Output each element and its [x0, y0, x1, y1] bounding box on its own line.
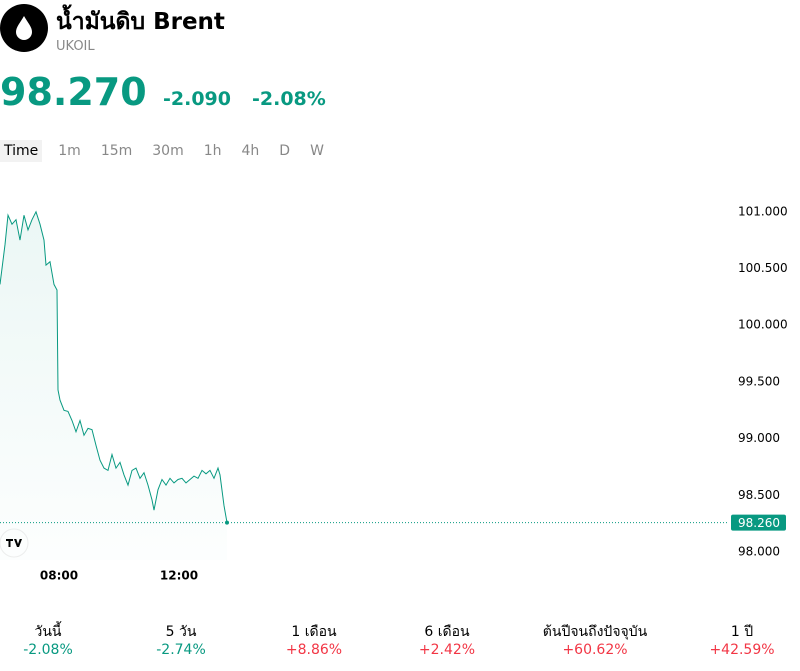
chart: 98.000 98.500 99.000 99.500 100.000 100.500 10… [0, 204, 788, 583]
title: น้ำมันดิบ Brent [56, 9, 225, 35]
interval-tab[interactable]: D [279, 143, 291, 159]
y-tick-label: 98.500 [738, 488, 780, 502]
y-tick-label: 98.000 [738, 545, 780, 559]
last-price-label: 98.260 [738, 516, 780, 530]
period-change: +42.59% [709, 642, 775, 658]
period-change: +8.86% [285, 642, 343, 658]
logo [0, 4, 48, 52]
interval-tab[interactable]: 4h [241, 143, 260, 159]
period-label: 6 เดือน [424, 624, 470, 640]
period-label: 1 เดือน [291, 624, 337, 640]
period-change: -2.74% [156, 642, 206, 658]
period-change: +2.42% [418, 642, 476, 658]
y-tick-label: 99.500 [738, 374, 780, 388]
period-change: +60.62% [562, 642, 628, 658]
y-tick-label: 99.000 [738, 431, 780, 445]
price: 98.270 [0, 70, 147, 114]
y-tick-label: 101.000 [738, 204, 788, 218]
interval-tabs: Time 1m 15m 30m 1h 4h D W [0, 140, 344, 162]
y-tick-label: 100.500 [738, 261, 788, 275]
interval-tab[interactable]: 30m [152, 143, 184, 159]
period-label: วันนี้ [34, 624, 62, 640]
area [0, 211, 227, 561]
change-percent: -2.08% [252, 88, 326, 110]
y-tick-label: 100.000 [738, 318, 788, 332]
change: -2.090 [163, 88, 231, 110]
interval-tab[interactable]: 1h [203, 143, 222, 159]
period-label: 5 วัน [165, 624, 197, 640]
x-tick-label: 12:00 [160, 569, 198, 583]
interval-tab[interactable]: 1m [58, 143, 81, 159]
period-label: 1 ปี [730, 624, 754, 640]
symbol: UKOIL [56, 39, 95, 54]
period-change: -2.08% [23, 642, 73, 658]
price-line [0, 210, 228, 523]
period-label: ต้นปีจนถึงปัจจุบัน [542, 624, 648, 640]
last-point [225, 520, 229, 525]
interval-tab[interactable]: Time [0, 140, 43, 162]
interval-tab[interactable]: W [310, 143, 324, 159]
last-price-box [731, 514, 786, 531]
x-tick-label: 08:00 [40, 569, 78, 583]
interval-tab[interactable]: 15m [100, 143, 133, 159]
